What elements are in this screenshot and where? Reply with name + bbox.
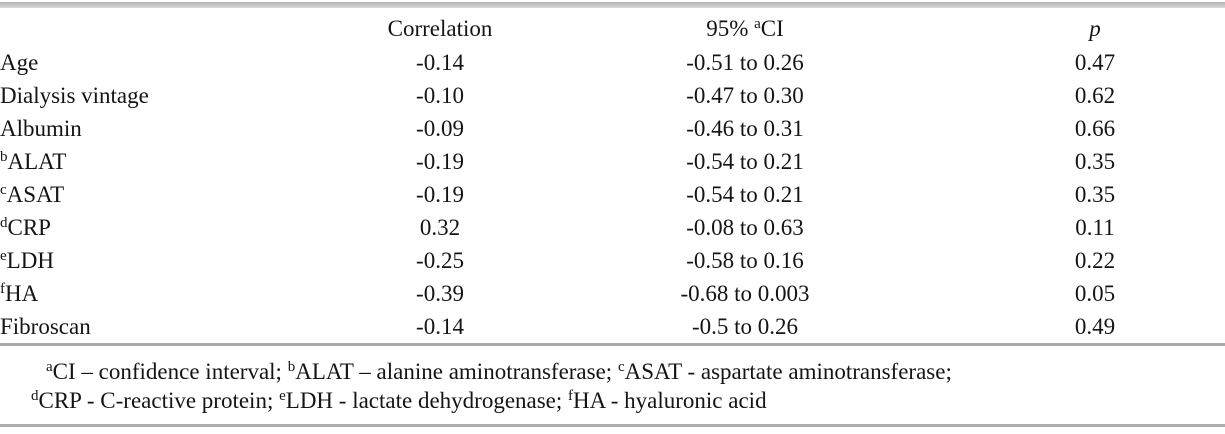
p-value: 0.35 [1074,148,1116,174]
footnote-superscript: b [287,359,296,375]
row-label-text: CRP [7,214,51,240]
row-label: Albumin [0,112,355,145]
correlation-value: -0.25 [416,247,464,273]
row-label-text: LDH [6,247,54,273]
footnote-line-1: aCI – confidence interval; bALAT – alani… [0,357,1225,386]
table-row-alat: bALAT -0.19 -0.54 to 0.21 0.35 [0,145,1225,178]
row-label-text: Fibroscan [0,313,91,339]
footnote-superscript: d [31,388,39,404]
p-value: 0.11 [1075,214,1115,240]
ci-value: -0.58 to 0.16 [686,247,804,273]
ci-value: -0.08 to 0.63 [686,214,804,240]
table-top-rule [0,2,1225,8]
row-label-superscript: b [0,148,8,165]
row-label-superscript: e [0,247,7,264]
footnote-superscript: e [279,388,286,404]
ci-header-label: CI [760,16,784,41]
table-row-asat: cASAT -0.19 -0.54 to 0.21 0.35 [0,178,1225,211]
row-label: bALAT [0,145,355,178]
ci-value: -0.68 to 0.003 [680,280,810,306]
table-row-albumin: Albumin -0.09 -0.46 to 0.31 0.66 [0,112,1225,145]
row-label-text: Age [0,49,39,75]
table-row-ha: fHA -0.39 -0.68 to 0.003 0.05 [0,277,1225,310]
row-label: Age [0,46,355,79]
table-row-crp: dCRP 0.32 -0.08 to 0.63 0.11 [0,211,1225,244]
row-label-text: HA [5,280,39,306]
p-value: 0.66 [1074,115,1116,141]
p-value: 0.35 [1074,181,1116,207]
table-row-dialysis-vintage: Dialysis vintage -0.10 -0.47 to 0.30 0.6… [0,79,1225,112]
row-label-text: Dialysis vintage [0,82,149,108]
correlation-value: -0.19 [416,148,464,174]
col-header-correlation: Correlation [387,16,493,41]
footnote-text: HA - hyaluronic acid [573,388,767,413]
row-label: dCRP [0,211,355,244]
row-label-superscript: f [0,280,5,297]
row-label: fHA [0,277,355,310]
correlation-value: 0.32 [419,214,461,240]
footnote-text: ALAT – alanine aminotransferase; [295,359,618,384]
footnote-text: CI – confidence interval; [52,359,288,384]
p-value: 0.22 [1074,247,1116,273]
ci-header-superscript: a [754,16,761,32]
ci-value: -0.46 to 0.31 [686,115,804,141]
footnote-superscript: c [617,359,625,375]
row-label-text: Albumin [0,115,82,141]
row-label-text: ALAT [7,148,67,174]
correlation-value: -0.39 [416,280,464,306]
correlation-table: Correlation 95% aCI p Age -0.14 -0.51 to… [0,8,1225,343]
footnote-superscript: a [46,359,53,375]
row-label: Dialysis vintage [0,79,355,112]
ci-value: -0.54 to 0.21 [686,148,804,174]
row-label-text: ASAT [6,181,65,207]
correlation-value: -0.14 [416,49,464,75]
row-label-superscript: d [0,214,8,231]
table-row-fibroscan: Fibroscan -0.14 -0.5 to 0.26 0.49 [0,310,1225,343]
table-row-ldh: eLDH -0.25 -0.58 to 0.16 0.22 [0,244,1225,277]
p-value: 0.47 [1074,49,1116,75]
col-header-blank [0,8,355,46]
correlation-value: -0.19 [416,181,464,207]
ci-value: -0.54 to 0.21 [686,181,804,207]
col-header-p: p [1089,16,1101,41]
header-row: Correlation 95% aCI p [0,8,1225,46]
footnote-text: CRP - C-reactive protein; [38,388,280,413]
footnote-superscript: f [568,388,574,404]
row-label: Fibroscan [0,310,355,343]
correlation-value: -0.14 [416,313,464,339]
table-footnote: aCI – confidence interval; bALAT – alani… [0,343,1225,427]
p-value: 0.49 [1074,313,1116,339]
footnote-line-2: dCRP - C-reactive protein; eLDH - lactat… [0,386,1225,415]
ci-header-prefix: 95% [706,16,755,41]
ci-value: -0.51 to 0.26 [686,49,804,75]
ci-value: -0.5 to 0.26 [691,313,799,339]
footnote-text: LDH - lactate dehydrogenase; [285,388,569,413]
p-value: 0.62 [1074,82,1116,108]
table-row-age: Age -0.14 -0.51 to 0.26 0.47 [0,46,1225,79]
col-header-ci: 95% aCI [525,8,965,46]
row-label: cASAT [0,178,355,211]
row-label: eLDH [0,244,355,277]
footnote-text: ASAT - aspartate aminotransferase; [624,359,952,384]
p-value: 0.05 [1074,280,1116,306]
correlation-value: -0.10 [416,82,464,108]
ci-value: -0.47 to 0.30 [686,82,804,108]
row-label-superscript: c [0,181,7,198]
correlation-value: -0.09 [416,115,464,141]
